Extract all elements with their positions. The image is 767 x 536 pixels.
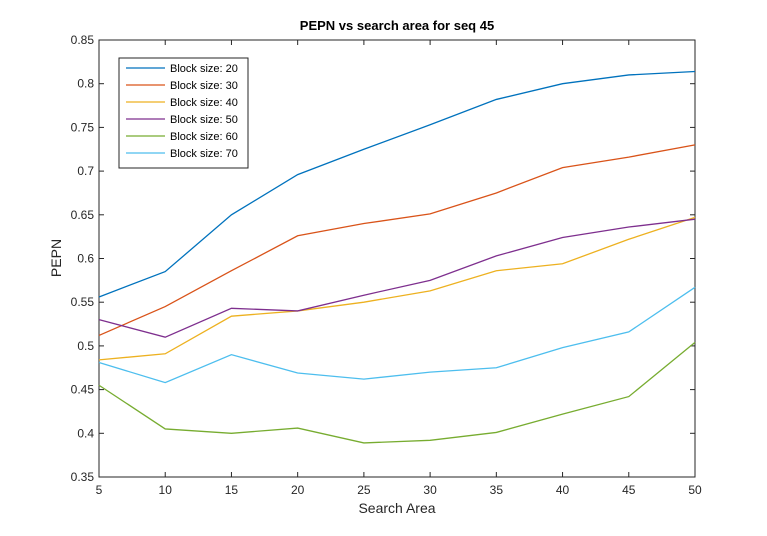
- axis-ticks: 5 10 15 20 25 30 35 40 45 50 0.35 0.4 0.45 0.5 0.55 0.6…: [71, 33, 702, 497]
- legend-box: [118, 57, 249, 169]
- y-tick-label: 0.4: [77, 426, 94, 440]
- x-axis-label: Search Area: [358, 500, 435, 516]
- x-tick-label: 30: [423, 483, 437, 497]
- y-tick-label: 0.75: [71, 120, 95, 134]
- legend-label-1: Block size: 30: [170, 80, 238, 92]
- series-lines: [98, 70, 696, 444]
- series-line-0: [98, 70, 696, 298]
- y-tick-label: 0.35: [71, 470, 95, 484]
- y-tick-label: 0.6: [77, 252, 94, 266]
- legend: Block size: 20 Block size: 30 Block size: …: [118, 57, 249, 169]
- legend-label-3: Block size: 50: [170, 114, 238, 126]
- series-line-5: [98, 286, 696, 384]
- legend-label-4: Block size: 60: [170, 131, 238, 143]
- x-tick-label: 20: [291, 483, 305, 497]
- y-axis-label: PEPN: [48, 239, 64, 277]
- x-tick-label: 25: [357, 483, 371, 497]
- x-tick-label: 5: [96, 483, 103, 497]
- legend-label-5: Block size: 70: [170, 148, 238, 160]
- x-tick-label: 40: [556, 483, 570, 497]
- legend-label-0: Block size: 20: [170, 63, 238, 75]
- series-line-4: [98, 341, 696, 444]
- x-tick-label: 15: [225, 483, 239, 497]
- y-tick-label: 0.45: [71, 383, 95, 397]
- x-tick-label: 45: [622, 483, 636, 497]
- y-tick-label: 0.65: [71, 208, 95, 222]
- x-tick-label: 50: [688, 483, 702, 497]
- legend-label-2: Block size: 40: [170, 97, 238, 109]
- chart-title: PEPN vs search area for seq 45: [300, 18, 494, 33]
- y-tick-label: 0.55: [71, 295, 95, 309]
- series-line-2: [98, 216, 696, 361]
- y-tick-label: 0.8: [77, 77, 94, 91]
- y-tick-label: 0.5: [77, 339, 94, 353]
- y-tick-label: 0.85: [71, 33, 95, 47]
- x-tick-label: 35: [490, 483, 504, 497]
- y-tick-label: 0.7: [77, 164, 94, 178]
- series-line-1: [98, 144, 696, 337]
- series-line-3: [98, 218, 696, 338]
- x-tick-label: 10: [159, 483, 173, 497]
